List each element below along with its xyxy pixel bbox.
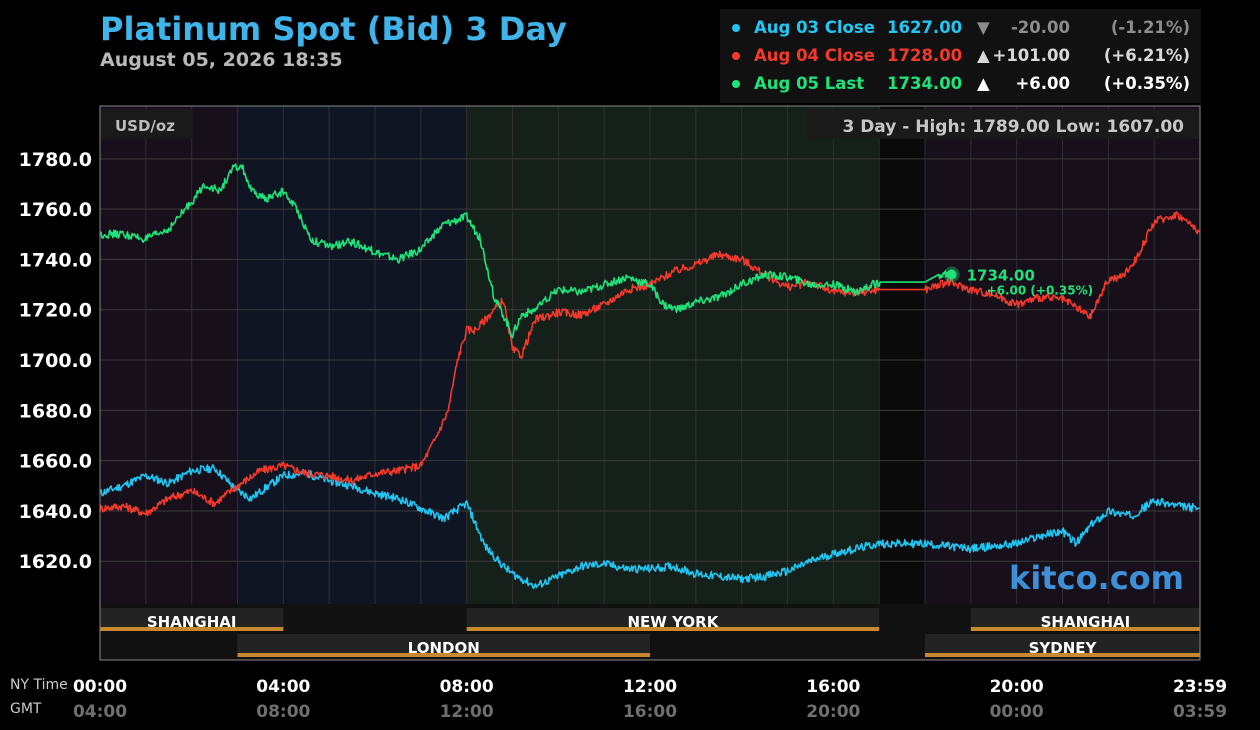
x-tick-ny: 08:00: [440, 677, 494, 697]
session-label: SYDNEY: [1029, 639, 1098, 657]
chart-title: Platinum Spot (Bid) 3 Day: [100, 10, 567, 48]
y-tick-label: 1720.0: [19, 300, 92, 322]
legend-row-aug04: Aug 04 Close 1728.00 ▲ +101.00 (+6.21%): [720, 42, 1201, 70]
last-price-marker: 1734.00+6.00 (+0.35%): [943, 266, 1093, 298]
session-band: [100, 106, 238, 604]
legend-dot-icon: [732, 80, 740, 88]
range-label: 3 Day - High: 1789.00 Low: 1607.00: [842, 117, 1184, 137]
session-block: [237, 634, 650, 656]
session-block: [970, 608, 1200, 630]
y-tick-label: 1620.0: [19, 551, 92, 573]
legend-label: Aug 05 Last: [754, 74, 865, 93]
legend-dot-icon: [732, 24, 740, 32]
legend-change: +6.00: [1015, 74, 1070, 93]
session-underline: [925, 653, 1200, 657]
legend-label: Aug 03 Close: [754, 18, 875, 37]
legend-percent: (+6.21%): [1103, 46, 1190, 65]
x-tick-ny: 04:00: [256, 677, 310, 697]
session-underline: [466, 627, 880, 631]
legend-change: -20.00: [1010, 18, 1070, 37]
series-line-aug-05: [99, 163, 952, 339]
series-line-aug-04: [99, 211, 1201, 517]
y-tick-label: 1640.0: [19, 501, 92, 523]
session-bar: SHANGHAI NEW YORK SHANGHAI LONDON SYDNEY: [100, 604, 1200, 660]
up-arrow-icon: ▲: [977, 46, 990, 65]
x-axis: NY Time GMT 00:00 04:00 04:00 08:00 08:00 12:…: [10, 677, 1227, 722]
x-tick-gmt: 20:00: [806, 702, 860, 722]
series-line-aug-03: [99, 464, 1201, 590]
session-block: [100, 608, 284, 630]
y-tick-label: 1660.0: [19, 451, 92, 473]
grid-lines: [100, 106, 1200, 604]
session-block: [466, 608, 880, 630]
last-price-dot: [946, 269, 957, 280]
x-tick-gmt: 03:59: [1173, 702, 1227, 722]
session-label: SHANGHAI: [147, 613, 237, 631]
last-price-change: +6.00 (+0.35%): [987, 284, 1093, 298]
legend-value: 1734.00: [887, 74, 963, 93]
units-label: USD/oz: [115, 117, 175, 135]
session-underline: [237, 653, 650, 657]
y-tick-label: 1780.0: [19, 149, 92, 171]
y-tick-label: 1680.0: [19, 400, 92, 422]
x-tick-gmt: 00:00: [990, 702, 1044, 722]
legend-percent: (-1.21%): [1110, 18, 1190, 37]
legend-value: 1627.00: [887, 18, 963, 37]
chart-timestamp: August 05, 2026 18:35: [100, 49, 343, 71]
legend-row-aug03: Aug 03 Close 1627.00 ▼ -20.00 (-1.21%): [720, 14, 1201, 42]
y-tick-label: 1740.0: [19, 249, 92, 271]
last-price-value: 1734.00: [967, 267, 1035, 285]
x-tick-ny: 16:00: [806, 677, 860, 697]
session-block: [925, 634, 1200, 656]
session-underline: [100, 627, 284, 631]
brand-watermark: kitco.com: [1009, 559, 1184, 597]
y-tick-label: 1700.0: [19, 350, 92, 372]
gmt-label: GMT: [10, 701, 42, 717]
range-label-bg: [807, 109, 1199, 139]
y-tick-label: 1760.0: [19, 199, 92, 221]
legend-dot-icon: [732, 52, 740, 60]
session-label: NEW YORK: [628, 613, 720, 631]
legend-label: Aug 04 Close: [754, 46, 875, 65]
session-band: [879, 106, 925, 604]
units-label-bg: [101, 109, 192, 139]
legend-percent: (+0.35%): [1103, 74, 1190, 93]
session-label: LONDON: [408, 639, 480, 657]
session-band: [237, 106, 467, 604]
legend-value: 1728.00: [887, 46, 963, 65]
chart-overlay: USD/oz 3 Day - High: 1789.00 Low: 1607.0…: [101, 109, 1199, 597]
x-tick-gmt: 08:00: [256, 702, 310, 722]
x-tick-ny: 00:00: [73, 677, 127, 697]
legend-panel: Aug 03 Close 1627.00 ▼ -20.00 (-1.21%) A…: [720, 9, 1201, 103]
x-tick-ny: 23:59: [1173, 677, 1227, 697]
x-tick-gmt: 04:00: [73, 702, 127, 722]
down-arrow-icon: ▼: [977, 18, 990, 37]
x-tick-gmt: 16:00: [623, 702, 677, 722]
ny-time-label: NY Time: [10, 677, 68, 693]
x-tick-ny: 12:00: [623, 677, 677, 697]
up-arrow-icon: ▲: [977, 74, 990, 93]
legend-row-aug05: Aug 05 Last 1734.00 ▲ +6.00 (+0.35%): [720, 70, 1201, 98]
plot-frame: [99, 105, 1201, 661]
x-tick-ny: 20:00: [990, 677, 1044, 697]
session-band: [466, 106, 880, 604]
x-tick-gmt: 12:00: [440, 702, 494, 722]
session-underline: [970, 627, 1200, 631]
y-axis: 1620.0 1640.0 1660.0 1680.0 1700.0 1720.0 1740…: [19, 149, 92, 573]
legend-change: +101.00: [992, 46, 1071, 65]
series-lines: [99, 163, 1201, 590]
session-label: SHANGHAI: [1041, 613, 1131, 631]
